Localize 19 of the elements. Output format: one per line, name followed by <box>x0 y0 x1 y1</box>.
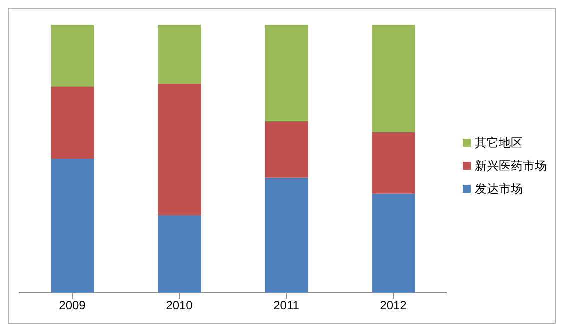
bar <box>51 25 94 87</box>
x-tick-label: 2012 <box>380 298 408 313</box>
bar <box>265 25 308 122</box>
x-tick-label: 2010 <box>166 298 194 313</box>
bar <box>158 25 202 84</box>
bar <box>51 86 94 159</box>
bar <box>372 25 416 132</box>
bar <box>265 178 308 293</box>
bar <box>372 194 416 293</box>
x-tick-label: 2009 <box>59 298 86 313</box>
legend-label: 新兴医药市场 <box>475 158 547 174</box>
bar <box>265 121 308 178</box>
bar <box>372 132 416 194</box>
bar <box>51 159 94 293</box>
bar <box>158 215 202 293</box>
legend-label: 其它地区 <box>475 134 523 152</box>
bar <box>158 84 202 216</box>
x-tick-label: 2011 <box>274 298 300 313</box>
legend-label: 发达市场 <box>475 180 523 198</box>
